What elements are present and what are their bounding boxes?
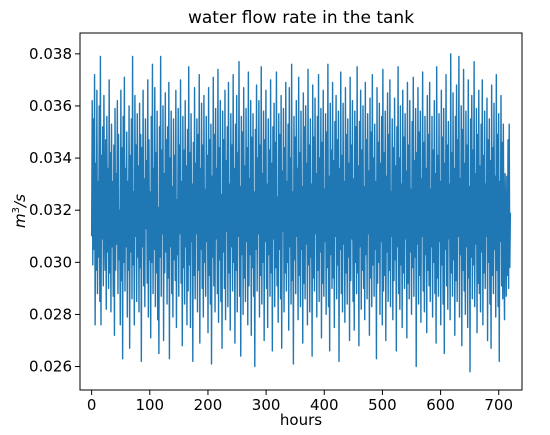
plot-area [90,53,512,373]
y-axis-label-sup: 3 [11,207,22,213]
series-line [90,53,512,373]
y-tick-label: 0.028 [29,305,72,323]
x-tick-label: 500 [368,396,397,414]
x-tick-label: 300 [252,396,281,414]
y-axis-label: m3/s [11,194,29,228]
x-axis: 0 100 200 300 400 500 600 700 [87,390,513,414]
y-axis: 0.026 0.028 0.030 0.032 0.034 0.036 0.038 [29,45,80,376]
x-tick-label: 400 [310,396,339,414]
x-tick-label: 600 [426,396,455,414]
y-tick-label: 0.032 [29,201,72,219]
x-axis-label: hours [280,411,322,429]
y-tick-label: 0.038 [29,45,72,63]
chart-title: water flow rate in the tank [188,8,414,28]
y-axis-label-base: m [11,213,29,228]
x-tick-label: 700 [484,396,513,414]
y-tick-label: 0.026 [29,358,72,376]
y-axis-label-tail: /s [11,194,29,209]
y-tick-label: 0.036 [29,97,72,115]
x-tick-label: 200 [194,396,223,414]
x-tick-label: 0 [87,396,97,414]
y-tick-label: 0.034 [29,149,72,167]
y-tick-label: 0.030 [29,253,72,271]
x-tick-label: 100 [135,396,164,414]
plot-frame [79,32,523,391]
